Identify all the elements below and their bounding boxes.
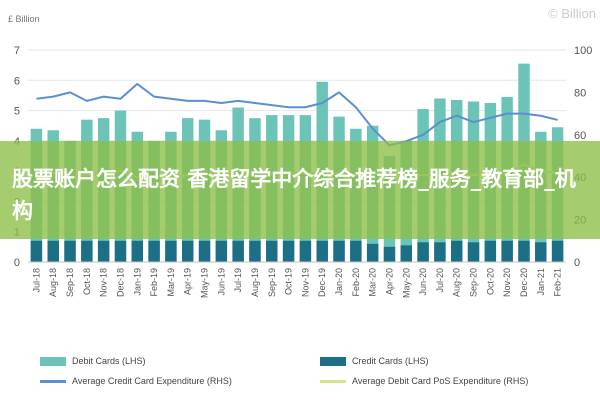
watermark-text: © Billion bbox=[548, 6, 596, 21]
y-right-tick-label: 100 bbox=[574, 45, 592, 57]
x-tick-label: Jun-20 bbox=[418, 268, 428, 296]
credit-bar bbox=[148, 240, 160, 262]
legend-swatch-credit-cards bbox=[320, 356, 346, 366]
x-tick-label: Sep-18 bbox=[65, 268, 75, 297]
credit-bar bbox=[282, 240, 295, 262]
x-tick-label: Nov-19 bbox=[300, 268, 310, 297]
x-tick-label: May-19 bbox=[200, 268, 210, 298]
credit-bar bbox=[81, 240, 93, 262]
credit-bar bbox=[266, 240, 278, 262]
legend-label-avg-credit: Average Credit Card Expenditure (RHS) bbox=[72, 376, 232, 386]
legend-swatch-avg-credit bbox=[40, 379, 66, 383]
x-tick-label: Jan-21 bbox=[536, 268, 546, 296]
legend-item-debit-cards: Debit Cards (LHS) bbox=[40, 356, 146, 366]
y-right-tick-label: 0 bbox=[574, 257, 580, 269]
y-left-tick-label: 7 bbox=[14, 45, 20, 57]
credit-bar bbox=[131, 240, 143, 262]
credit-bar bbox=[467, 242, 480, 262]
x-tick-label: Aug-18 bbox=[48, 268, 58, 297]
legend-item-avg-credit: Average Credit Card Expenditure (RHS) bbox=[40, 376, 232, 386]
x-tick-label: May-20 bbox=[401, 268, 411, 298]
legend-swatch-debit-cards bbox=[40, 356, 66, 366]
y-left-tick-label: 0 bbox=[14, 257, 20, 269]
y-left-tick-label: 5 bbox=[14, 106, 20, 118]
credit-bar bbox=[501, 240, 513, 262]
credit-bar bbox=[114, 240, 127, 262]
y-left-tick-label: 6 bbox=[14, 75, 20, 87]
x-tick-label: Jul-19 bbox=[233, 268, 243, 293]
x-tick-label: Dec-18 bbox=[115, 268, 125, 297]
credit-bar bbox=[535, 242, 547, 262]
y-right-tick-label: 60 bbox=[574, 130, 586, 142]
x-tick-label: Jul-18 bbox=[31, 268, 41, 293]
legend-swatch-avg-debit bbox=[320, 379, 346, 383]
credit-bar bbox=[551, 240, 564, 262]
banner-text[interactable]: 股票账户怎么配资 香港留学中介综合推荐榜_服务_教育部_机构 bbox=[12, 167, 576, 223]
x-tick-label: Feb-20 bbox=[351, 268, 361, 297]
x-tick-label: Sep-19 bbox=[267, 268, 277, 297]
x-tick-label: Apr-20 bbox=[384, 268, 394, 295]
credit-bar bbox=[434, 242, 446, 262]
credit-bar bbox=[165, 240, 177, 262]
credit-bar bbox=[350, 240, 362, 262]
x-tick-label: Aug-19 bbox=[250, 268, 260, 297]
credit-bar bbox=[232, 240, 244, 262]
x-tick-label: Feb-19 bbox=[149, 268, 159, 297]
credit-bar bbox=[299, 240, 312, 262]
credit-bar bbox=[64, 240, 76, 262]
legend-item-avg-debit: Average Debit Card PoS Expenditure (RHS) bbox=[320, 376, 528, 386]
x-tick-label: Dec-20 bbox=[519, 268, 529, 297]
overlay-banner[interactable]: 股票账户怎么配资 香港留学中介综合推荐榜_服务_教育部_机构 bbox=[0, 141, 600, 239]
x-tick-label: Oct-19 bbox=[284, 268, 294, 295]
x-tick-label: Nov-20 bbox=[502, 268, 512, 297]
credit-bar bbox=[249, 240, 261, 262]
x-tick-label: Aug-20 bbox=[452, 268, 462, 297]
credit-bar bbox=[333, 240, 345, 262]
x-tick-label: Oct-20 bbox=[485, 268, 495, 295]
legend-label-debit-cards: Debit Cards (LHS) bbox=[72, 356, 146, 366]
legend-label-credit-cards: Credit Cards (LHS) bbox=[352, 356, 429, 366]
credit-bar bbox=[215, 240, 228, 262]
credit-bar bbox=[484, 240, 497, 262]
x-tick-label: Dec-19 bbox=[317, 268, 327, 297]
credit-bar bbox=[97, 240, 110, 262]
credit-bar bbox=[451, 240, 463, 262]
credit-bar bbox=[182, 240, 194, 262]
x-tick-label: Oct-18 bbox=[82, 268, 92, 295]
x-tick-label: Feb-21 bbox=[553, 268, 563, 297]
legend-label-avg-debit: Average Debit Card PoS Expenditure (RHS) bbox=[352, 376, 529, 386]
x-tick-label: Mar-19 bbox=[166, 268, 176, 297]
x-tick-label: Jan-20 bbox=[334, 268, 344, 296]
x-tick-label: Jan-19 bbox=[132, 268, 142, 296]
chart-legend: Debit Cards (LHS) Credit Cards (LHS) Ave… bbox=[0, 350, 600, 400]
x-tick-label: Mar-20 bbox=[368, 268, 378, 297]
legend-item-credit-cards: Credit Cards (LHS) bbox=[320, 356, 429, 366]
credit-bar bbox=[383, 246, 396, 262]
credit-bar bbox=[198, 240, 211, 262]
credit-bar bbox=[518, 240, 530, 262]
x-tick-label: Nov-18 bbox=[99, 268, 109, 297]
credit-bar bbox=[30, 240, 43, 262]
avg-credit-line bbox=[36, 82, 558, 147]
x-tick-label: Jul-20 bbox=[435, 268, 445, 293]
credit-bar bbox=[47, 240, 59, 262]
y-left-axis-label: £ Billion bbox=[8, 14, 40, 24]
x-tick-label: Apr-19 bbox=[183, 268, 193, 295]
x-tick-label: Sep-20 bbox=[469, 268, 479, 297]
x-tick-label: Jun-19 bbox=[216, 268, 226, 296]
credit-bar bbox=[316, 240, 328, 262]
credit-bar bbox=[417, 242, 429, 262]
y-right-tick-label: 80 bbox=[574, 87, 586, 99]
credit-bar bbox=[400, 245, 412, 262]
credit-bar bbox=[366, 243, 379, 262]
